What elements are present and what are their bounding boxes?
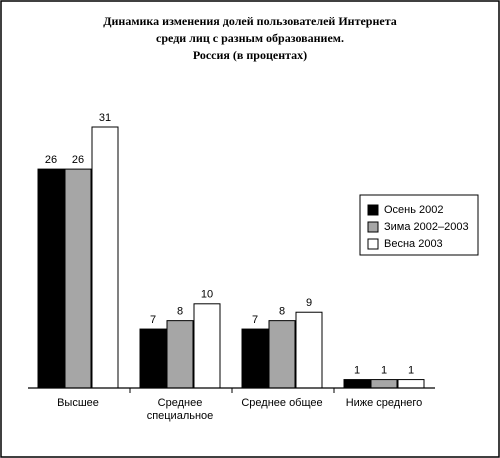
bar (370, 379, 398, 389)
legend-label: Весна 2003 (384, 238, 443, 250)
value-label: 1 (408, 364, 414, 376)
chart-title: среди лиц с разным образованием. (156, 31, 344, 45)
legend-swatch (367, 204, 379, 216)
chart-title: Динамика изменения долей пользователей И… (103, 14, 397, 28)
x-tick-label: Высшее (57, 397, 99, 409)
value-label: 9 (306, 297, 312, 309)
legend-swatch (367, 238, 379, 250)
bar (166, 320, 194, 389)
chart-title: Россия (в процентах) (193, 48, 307, 62)
bar (343, 379, 371, 389)
value-label: 8 (177, 306, 183, 318)
bar (268, 320, 296, 389)
legend-label: Зима 2002–2003 (384, 221, 469, 233)
bar (91, 126, 119, 389)
value-label: 26 (72, 154, 84, 166)
legend-label: Осень 2002 (384, 204, 444, 216)
bar (295, 311, 323, 389)
value-label: 31 (99, 112, 111, 124)
value-label: 10 (201, 289, 213, 301)
bar (241, 328, 269, 389)
value-label: 7 (150, 314, 156, 326)
legend-box (359, 194, 479, 256)
value-label: 8 (279, 306, 285, 318)
legend-swatch (367, 221, 379, 233)
bar (37, 168, 65, 389)
value-label: 26 (45, 154, 57, 166)
value-label: 1 (354, 364, 360, 376)
bar (193, 303, 221, 389)
x-tick-label: Среднее специальное (146, 397, 214, 422)
value-label: 7 (252, 314, 258, 326)
bar (397, 379, 425, 389)
bar (139, 328, 167, 389)
value-label: 1 (381, 364, 387, 376)
bar (64, 168, 92, 389)
x-tick-label: Среднее общее (241, 397, 323, 409)
x-tick-label: Ниже среднего (345, 397, 423, 409)
